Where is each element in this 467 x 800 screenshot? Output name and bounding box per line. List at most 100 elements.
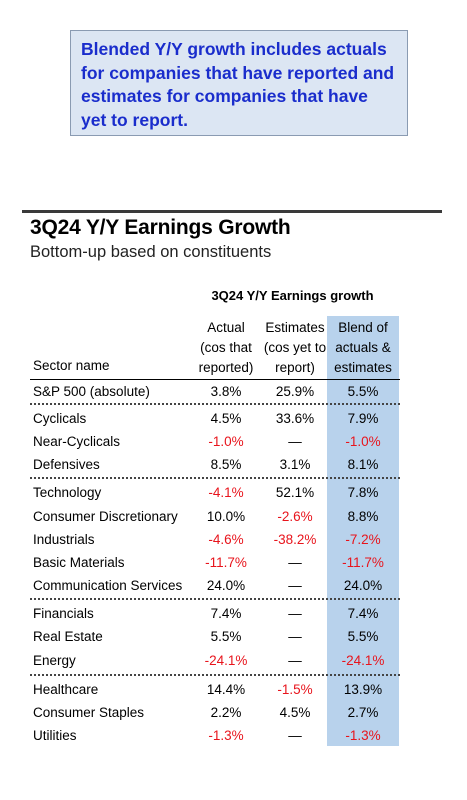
title-divider	[22, 210, 442, 213]
table-row: Real Estate 5.5% — 5.5%	[0, 626, 467, 647]
estimates-value: 3.1%	[279, 457, 311, 472]
actual-value: 7.4%	[210, 606, 242, 621]
estimates-value: —	[288, 434, 302, 449]
table-row: Financials 7.4% — 7.4%	[0, 603, 467, 624]
estimates-value: -1.5%	[277, 682, 313, 697]
blend-value: 7.9%	[347, 411, 379, 426]
blend-value: 8.1%	[347, 457, 379, 472]
header-line: (cos that	[200, 340, 252, 355]
sector-name: Financials	[33, 606, 94, 621]
actual-value: -1.3%	[208, 728, 244, 743]
estimates-value: -38.2%	[273, 532, 317, 547]
callout-line: estimates for companies that have	[81, 86, 368, 106]
estimates-value: 25.9%	[275, 384, 315, 399]
callout-line: yet to report.	[81, 109, 188, 130]
sector-name: Defensives	[33, 457, 100, 472]
sector-name: Consumer Staples	[33, 705, 145, 720]
estimates-value: —	[288, 629, 302, 644]
table-row: Consumer Discretionary 10.0% -2.6% 8.8%	[0, 506, 467, 527]
sector-name: Cyclicals	[33, 411, 87, 426]
actual-value: 24.0%	[206, 578, 246, 593]
table-row: Consumer Staples 2.2% 4.5% 2.7%	[0, 702, 467, 723]
sector-name: Consumer Discretionary	[33, 509, 178, 524]
header-line: actuals &	[335, 340, 391, 355]
header-line: Estimates	[265, 320, 325, 335]
sector-name: Utilities	[33, 728, 77, 743]
estimates-value: 52.1%	[275, 485, 315, 500]
actual-value: 14.4%	[206, 682, 246, 697]
estimates-value: 33.6%	[275, 411, 315, 426]
sector-name: Energy	[33, 653, 76, 668]
sector-name: Healthcare	[33, 682, 99, 697]
callout-line: for companies that have reported and	[81, 62, 395, 83]
column-header-estimates: Estimates (cos yet to report)	[260, 318, 330, 378]
callout-box: Blended Y/Y growth includes actuals for …	[70, 30, 408, 136]
table-row: S&P 500 (absolute) 3.8% 25.9% 5.5%	[0, 381, 467, 402]
sector-name: Technology	[33, 485, 102, 500]
estimates-value: 4.5%	[279, 705, 311, 720]
header-line: (cos yet to	[263, 340, 327, 355]
section-divider	[30, 477, 400, 479]
blend-value: -1.3%	[345, 728, 381, 743]
blend-value: 24.0%	[343, 578, 383, 593]
actual-value: -1.0%	[208, 434, 244, 449]
estimates-value: —	[288, 555, 302, 570]
header-divider	[30, 379, 400, 380]
column-header-blend: Blend of actuals & estimates	[327, 318, 399, 378]
blend-value: 7.4%	[347, 606, 379, 621]
actual-value: 4.5%	[210, 411, 242, 426]
estimates-value: -2.6%	[277, 509, 313, 524]
blend-value: -24.1%	[341, 653, 385, 668]
section-divider	[30, 403, 400, 405]
actual-value: 3.8%	[210, 384, 242, 399]
blend-value: 13.9%	[343, 682, 383, 697]
sector-name: Communication Services	[33, 578, 183, 593]
header-line: Actual	[207, 320, 245, 335]
table-row: Industrials -4.6% -38.2% -7.2%	[0, 529, 467, 550]
header-line: report)	[275, 360, 315, 375]
section-divider	[30, 674, 400, 676]
estimates-value: —	[288, 728, 302, 743]
blend-value: 8.8%	[347, 509, 379, 524]
estimates-value: —	[288, 653, 302, 668]
table-row: Technology -4.1% 52.1% 7.8%	[0, 482, 467, 503]
page-subtitle: Bottom-up based on constituents	[30, 243, 272, 261]
actual-value: -4.1%	[208, 485, 244, 500]
sector-name: Real Estate	[33, 629, 103, 644]
blend-value: -1.0%	[345, 434, 381, 449]
sector-name: Industrials	[33, 532, 95, 547]
blend-value: 5.5%	[347, 629, 379, 644]
blend-value: -11.7%	[342, 555, 384, 570]
table-group-header: 3Q24 Y/Y Earnings growth	[211, 288, 374, 303]
column-header-sector: Sector name	[33, 358, 110, 373]
table-row: Defensives 8.5% 3.1% 8.1%	[0, 454, 467, 475]
table-row: Healthcare 14.4% -1.5% 13.9%	[0, 679, 467, 700]
section-divider	[30, 598, 400, 600]
actual-value: -11.7%	[205, 555, 247, 570]
header-line: estimates	[334, 360, 392, 375]
blend-value: 7.8%	[347, 485, 379, 500]
sector-name: Basic Materials	[33, 555, 125, 570]
page-title: 3Q24 Y/Y Earnings Growth	[30, 216, 291, 239]
header-line: reported)	[198, 360, 254, 375]
actual-value: -4.6%	[208, 532, 244, 547]
actual-value: -24.1%	[204, 653, 248, 668]
estimates-value: —	[288, 578, 302, 593]
blend-value: 2.7%	[347, 705, 379, 720]
table-row: Communication Services 24.0% — 24.0%	[0, 575, 467, 596]
actual-value: 8.5%	[210, 457, 242, 472]
header-line: Blend of	[338, 320, 388, 335]
table-row: Utilities -1.3% — -1.3%	[0, 725, 467, 746]
column-header-actual: Actual (cos that reported)	[185, 318, 267, 378]
estimates-value: —	[288, 606, 302, 621]
blend-value: 5.5%	[347, 384, 379, 399]
actual-value: 5.5%	[210, 629, 242, 644]
table-row: Cyclicals 4.5% 33.6% 7.9%	[0, 408, 467, 429]
sector-name: S&P 500 (absolute)	[33, 384, 150, 399]
table-row: Basic Materials -11.7% — -11.7%	[0, 552, 467, 573]
sector-name: Near-Cyclicals	[33, 434, 121, 449]
callout-line: Blended Y/Y growth includes actuals	[81, 39, 387, 59]
blend-value: -7.2%	[345, 532, 381, 547]
table-row: Energy -24.1% — -24.1%	[0, 650, 467, 671]
actual-value: 10.0%	[206, 509, 246, 524]
